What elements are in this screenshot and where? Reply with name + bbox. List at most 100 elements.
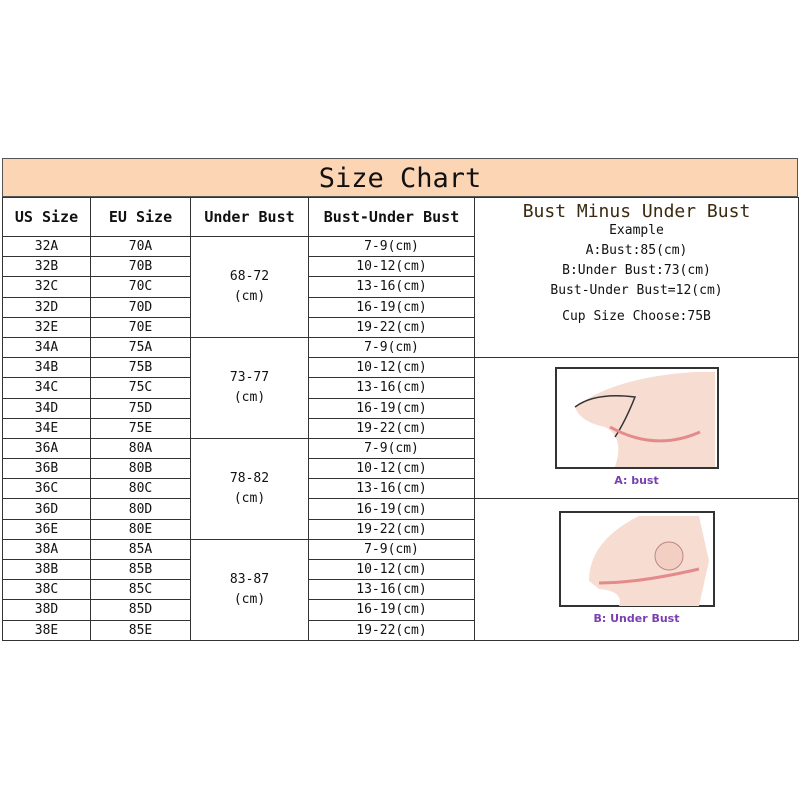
us-size-cell: 34E bbox=[2, 417, 91, 439]
us-size-cell: 32B bbox=[2, 256, 91, 278]
panel-under-bust: B:Under Bust:73(cm) bbox=[562, 263, 711, 278]
under-bust-range: 83-87 bbox=[229, 571, 270, 587]
eu-size-cell: 70B bbox=[90, 256, 191, 278]
eu-size-cell: 75E bbox=[90, 417, 191, 439]
us-size-cell: 38E bbox=[2, 619, 91, 641]
eu-size-cell: 85A bbox=[90, 538, 191, 561]
under-bust-range: 68-72 bbox=[229, 268, 270, 284]
under-bust-range: 78-82 bbox=[229, 470, 270, 486]
under-bust-unit: (cm) bbox=[233, 389, 266, 405]
us-size-cell: 32A bbox=[2, 235, 91, 258]
eu-size-cell: 75C bbox=[90, 377, 191, 399]
bust-difference-cell: 10-12(cm) bbox=[308, 256, 475, 278]
eu-size-cell: 70A bbox=[90, 235, 191, 258]
us-size-cell: 34A bbox=[2, 336, 91, 359]
table-row: 32B 70B 10-12(cm) bbox=[2, 256, 799, 278]
eu-size-cell: 75A bbox=[90, 336, 191, 359]
bust-image-cell: A: bust bbox=[474, 357, 799, 500]
table-row: 36D 80D 16-19(cm) B: Under Bust bbox=[2, 498, 799, 641]
us-size-cell: 38B bbox=[2, 558, 91, 581]
us-size-cell: 38C bbox=[2, 579, 91, 601]
us-size-cell: 34B bbox=[2, 357, 91, 379]
eu-size-cell: 70E bbox=[90, 316, 191, 338]
bust-difference-cell: 16-19(cm) bbox=[308, 296, 475, 318]
eu-size-cell: 85B bbox=[90, 558, 191, 581]
bust-difference-cell: 10-12(cm) bbox=[308, 357, 475, 379]
bust-difference-cell: 13-16(cm) bbox=[308, 276, 475, 298]
bust-difference-cell: 13-16(cm) bbox=[308, 377, 475, 399]
under-bust-unit: (cm) bbox=[233, 288, 266, 304]
eu-size-cell: 85E bbox=[90, 619, 191, 641]
bust-difference-cell: 19-22(cm) bbox=[308, 619, 475, 641]
bust-difference-cell: 16-19(cm) bbox=[308, 397, 475, 419]
eu-size-cell: 75D bbox=[90, 397, 191, 419]
us-size-cell: 32E bbox=[2, 316, 91, 338]
us-size-cell: 36E bbox=[2, 518, 91, 540]
bust-difference-cell: 19-22(cm) bbox=[308, 417, 475, 439]
us-size-cell: 38D bbox=[2, 599, 91, 621]
eu-size-cell: 70C bbox=[90, 276, 191, 298]
bust-difference-cell: 19-22(cm) bbox=[308, 316, 475, 338]
table-row: 32E 70E 19-22(cm) bbox=[2, 316, 799, 338]
eu-size-cell: 80A bbox=[90, 437, 191, 460]
bust-difference-cell: 19-22(cm) bbox=[308, 518, 475, 540]
under-bust-range: 73-77 bbox=[229, 369, 270, 385]
header-bust-difference: Bust-Under Bust bbox=[308, 197, 475, 237]
table-row: 38C 85C 13-16(cm) bbox=[2, 579, 799, 601]
table-row: 34A 75A 73-77 (cm) 7-9(cm) bbox=[2, 336, 799, 439]
bust-difference-cell: 7-9(cm) bbox=[308, 336, 475, 359]
us-size-cell: 34D bbox=[2, 397, 91, 419]
eu-size-cell: 80B bbox=[90, 458, 191, 480]
caption-a: A: bust bbox=[614, 473, 659, 487]
table-row: 36A 80A 78-82 (cm) 7-9(cm) bbox=[2, 437, 799, 540]
header-eu-size: EU Size bbox=[90, 197, 191, 237]
bust-difference-cell: 13-16(cm) bbox=[308, 478, 475, 500]
chart-title: Size Chart bbox=[2, 158, 798, 197]
under-bust-image-cell: B: Under Bust bbox=[474, 498, 799, 641]
bust-difference-cell: 7-9(cm) bbox=[308, 235, 475, 258]
under-bust-cell: 83-87 (cm) bbox=[190, 538, 309, 641]
table-row: 38E 85E 19-22(cm) bbox=[2, 619, 799, 641]
panel-difference: Bust-Under Bust=12(cm) bbox=[550, 283, 723, 298]
us-size-cell: 36C bbox=[2, 478, 91, 500]
under-bust-unit: (cm) bbox=[233, 591, 266, 607]
panel-bust: A:Bust:85(cm) bbox=[585, 243, 688, 258]
eu-size-cell: 70D bbox=[90, 296, 191, 318]
eu-size-cell: 85C bbox=[90, 579, 191, 601]
us-size-cell: 32C bbox=[2, 276, 91, 298]
under-bust-unit: (cm) bbox=[233, 490, 266, 506]
caption-b: B: Under Bust bbox=[593, 612, 680, 626]
size-chart: Size Chart US Size EU Size Under Bust Bu… bbox=[2, 158, 799, 641]
us-size-cell: 36B bbox=[2, 458, 91, 480]
eu-size-cell: 75B bbox=[90, 357, 191, 379]
bust-difference-cell: 7-9(cm) bbox=[308, 538, 475, 561]
eu-size-cell: 80E bbox=[90, 518, 191, 540]
table-row: 34B 75B 10-12(cm) A: bust bbox=[2, 357, 799, 500]
bust-difference-cell: 13-16(cm) bbox=[308, 579, 475, 601]
us-size-cell: 36D bbox=[2, 498, 91, 520]
header-under-bust: Under Bust bbox=[190, 197, 309, 237]
example-panel: Bust Minus Under Bust Example A:Bust:85(… bbox=[474, 196, 799, 359]
us-size-cell: 34C bbox=[2, 377, 91, 399]
header-row: US Size EU Size Under Bust Bust-Under Bu… bbox=[2, 196, 799, 359]
panel-cup: Cup Size Choose:75B bbox=[562, 309, 711, 324]
us-size-cell: 32D bbox=[2, 296, 91, 318]
under-bust-cell: 78-82 (cm) bbox=[190, 437, 309, 540]
bust-difference-cell: 10-12(cm) bbox=[308, 558, 475, 581]
header-us-size: US Size bbox=[2, 197, 91, 237]
size-table: US Size EU Size Under Bust Bust-Under Bu… bbox=[2, 196, 799, 641]
under-bust-measure-illustration bbox=[558, 511, 715, 608]
table-row: 38A 85A 83-87 (cm) 7-9(cm) bbox=[2, 538, 799, 641]
eu-size-cell: 80C bbox=[90, 478, 191, 500]
panel-heading: Bust Minus Under Bust bbox=[522, 201, 751, 222]
us-size-cell: 38A bbox=[2, 538, 91, 561]
bust-difference-cell: 7-9(cm) bbox=[308, 437, 475, 460]
eu-size-cell: 85D bbox=[90, 599, 191, 621]
panel-example: Example bbox=[609, 223, 664, 238]
under-bust-cell: 73-77 (cm) bbox=[190, 336, 309, 439]
bust-difference-cell: 16-19(cm) bbox=[308, 498, 475, 520]
eu-size-cell: 80D bbox=[90, 498, 191, 520]
us-size-cell: 36A bbox=[2, 437, 91, 460]
bust-difference-cell: 16-19(cm) bbox=[308, 599, 475, 621]
under-bust-cell: 68-72 (cm) bbox=[190, 236, 309, 338]
